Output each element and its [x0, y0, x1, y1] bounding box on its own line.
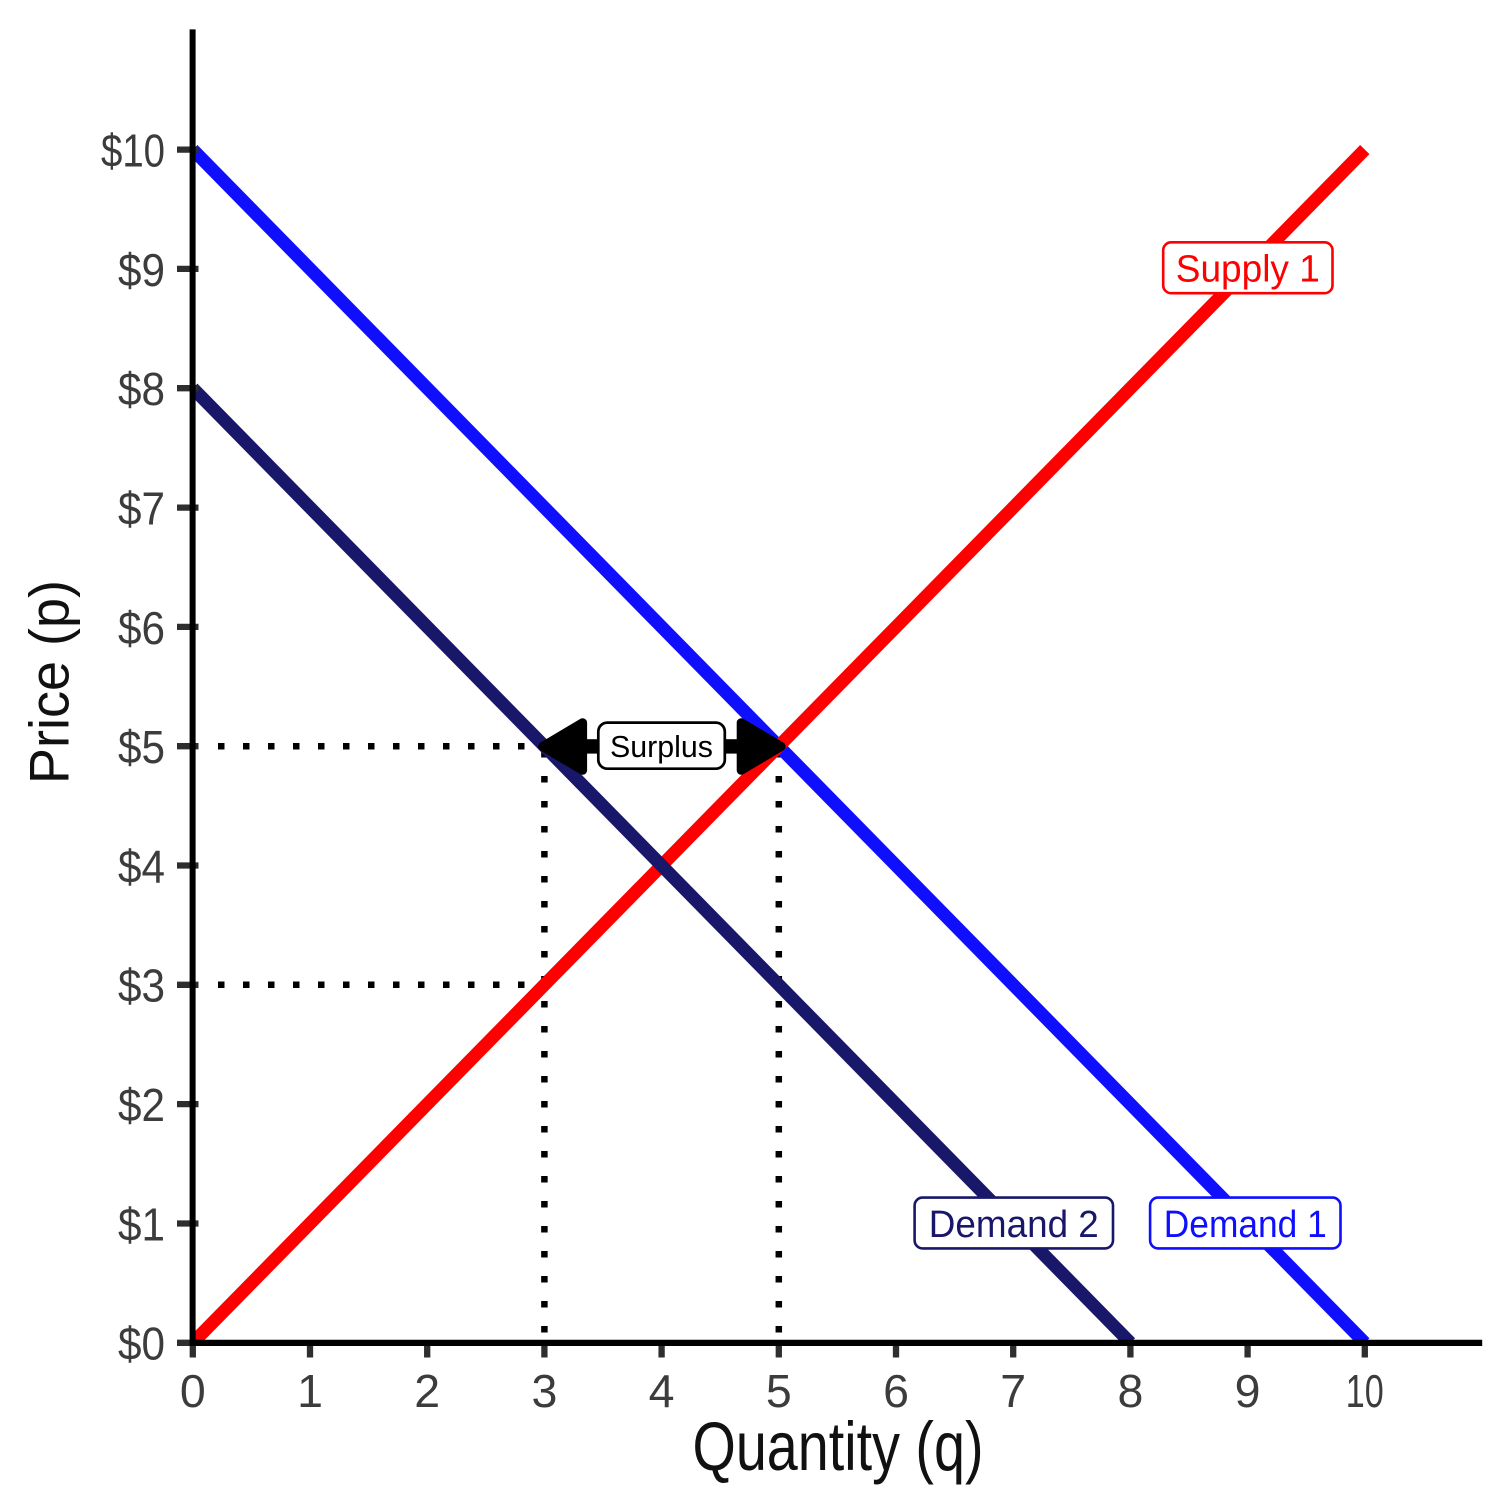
svg-text:Surplus: Surplus: [610, 729, 713, 764]
svg-text:$5: $5: [118, 721, 165, 773]
svg-text:5: 5: [766, 1365, 792, 1417]
svg-text:8: 8: [1117, 1365, 1143, 1417]
svg-text:$0: $0: [118, 1318, 165, 1370]
svg-text:1: 1: [297, 1365, 323, 1417]
svg-text:Quantity (q): Quantity (q): [693, 1408, 984, 1485]
svg-text:$2: $2: [118, 1079, 165, 1131]
svg-text:7: 7: [1000, 1365, 1026, 1417]
svg-text:4: 4: [649, 1365, 675, 1417]
svg-text:0: 0: [180, 1365, 206, 1417]
svg-text:3: 3: [531, 1365, 557, 1417]
svg-text:2: 2: [414, 1365, 440, 1417]
svg-text:9: 9: [1235, 1365, 1261, 1417]
svg-text:Price (p): Price (p): [18, 580, 81, 784]
svg-text:$9: $9: [118, 244, 165, 296]
svg-text:$7: $7: [118, 483, 165, 535]
svg-text:Demand 2: Demand 2: [929, 1204, 1099, 1246]
svg-text:Supply 1: Supply 1: [1176, 249, 1320, 291]
svg-text:$3: $3: [118, 960, 165, 1012]
svg-text:$10: $10: [101, 125, 165, 177]
svg-text:$1: $1: [118, 1198, 165, 1250]
svg-text:Demand 1: Demand 1: [1164, 1204, 1327, 1246]
svg-text:6: 6: [883, 1365, 909, 1417]
svg-text:$4: $4: [118, 840, 165, 892]
svg-text:$6: $6: [118, 602, 165, 654]
svg-text:$8: $8: [118, 363, 165, 415]
svg-text:10: 10: [1346, 1365, 1384, 1417]
